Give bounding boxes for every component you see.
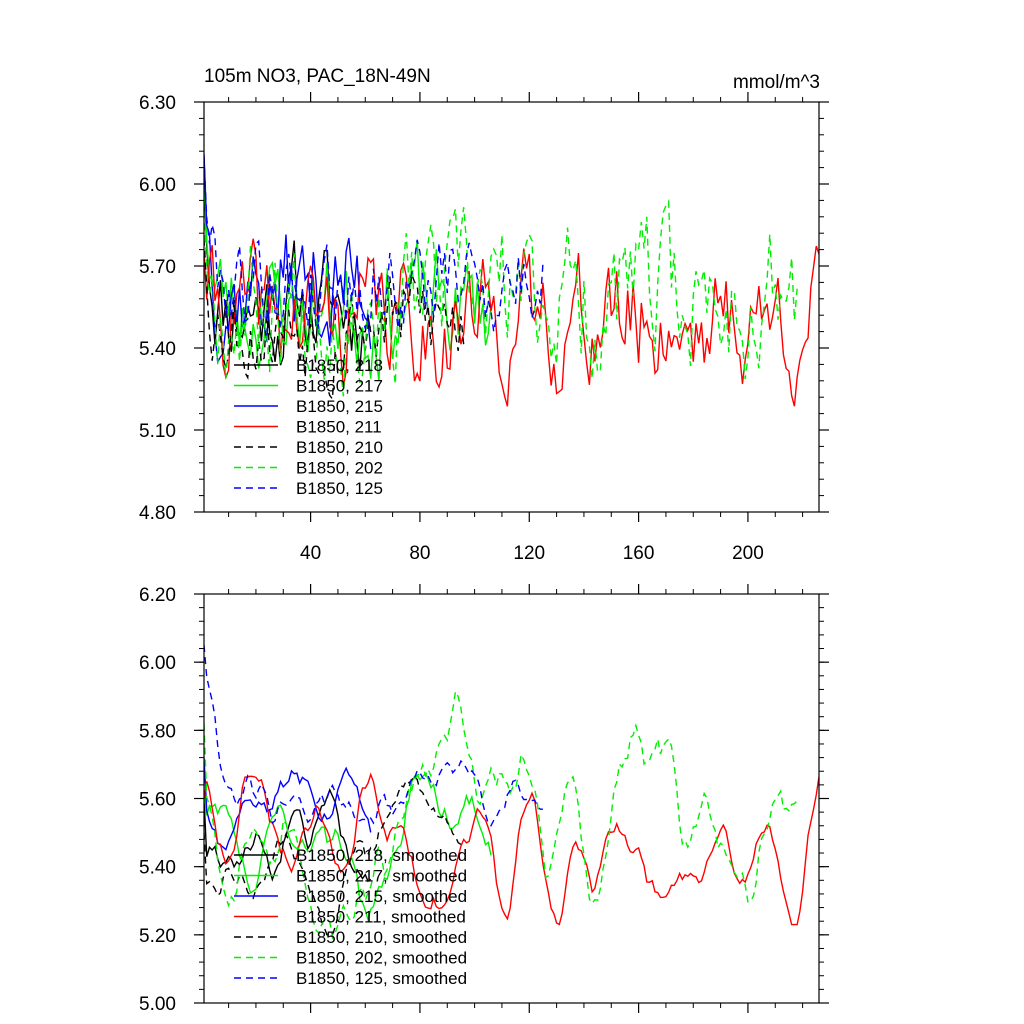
legend: B1850, 218, smoothed B1850, 217, smoothed… (234, 846, 467, 988)
x-tick-label: 40 (300, 543, 321, 564)
legend-label: B1850, 202, smoothed (296, 949, 467, 968)
series-line-b1850-202-smoothed (204, 689, 798, 940)
x-tick-label: 80 (409, 543, 430, 564)
y-tick-label: 6.20 (139, 585, 176, 606)
legend-label: B1850, 210 (296, 438, 383, 457)
y-tick-label: 5.10 (139, 421, 176, 442)
legend-label: B1850, 218 (296, 356, 383, 375)
series-line-b1850-218 (204, 178, 372, 371)
y-tick-label: 5.40 (139, 339, 176, 360)
x-tick-label: 120 (513, 543, 545, 564)
series-group (204, 645, 819, 940)
legend-label: B1850, 125, smoothed (296, 969, 467, 988)
legend-label: B1850, 217 (296, 377, 383, 396)
y-tick-label: 5.40 (139, 858, 176, 879)
y-tick-label: 5.60 (139, 790, 176, 811)
legend-label: B1850, 217, smoothed (296, 867, 467, 886)
y-tick-label: 6.00 (139, 175, 176, 196)
series-line-b1850-202 (204, 199, 798, 397)
legend-label: B1850, 125 (296, 479, 383, 498)
y-tick-label: 6.30 (139, 93, 176, 114)
chart-title: 105m NO3, PAC_18N-49N (204, 66, 431, 87)
y-tick-label: 6.00 (139, 653, 176, 674)
series-line-b1850-210-smoothed (204, 775, 464, 936)
series-line-b1850-217-smoothed (204, 772, 492, 923)
legend-label: B1850, 215 (296, 397, 383, 416)
units-label: mmol/m^3 (733, 72, 820, 93)
series-group (204, 153, 819, 407)
series-line-b1850-210 (204, 238, 465, 402)
legend-label: B1850, 218, smoothed (296, 846, 467, 865)
top-plot: 6.30 6.00 5.70 5.40 5.10 4.80 40 80 120 160 200 B18… (139, 92, 829, 564)
legend-label: B1850, 211 (296, 418, 382, 437)
x-tick-label: 200 (732, 543, 764, 564)
series-line-b1850-125-smoothed (204, 645, 543, 827)
y-tick-label: 5.20 (139, 926, 176, 947)
plot-frame (203, 101, 820, 513)
y-tick-label: 4.80 (139, 503, 176, 524)
bottom-plot: 6.20 6.00 5.80 5.60 5.40 5.20 5.00 B1850, 218, … (139, 584, 829, 1015)
legend-label: B1850, 202 (296, 459, 383, 478)
legend-label: B1850, 211, smoothed (296, 908, 466, 927)
y-tick-label: 5.80 (139, 721, 176, 742)
legend-label: B1850, 215, smoothed (296, 887, 467, 906)
legend-label: B1850, 210, smoothed (296, 928, 467, 947)
series-line-b1850-215-smoothed (204, 757, 372, 851)
y-tick-label: 5.70 (139, 257, 176, 278)
series-line-b1850-211 (204, 238, 819, 407)
series-line-b1850-125 (204, 156, 544, 332)
y-tick-label: 5.00 (139, 994, 176, 1015)
x-tick-label: 160 (623, 543, 655, 564)
